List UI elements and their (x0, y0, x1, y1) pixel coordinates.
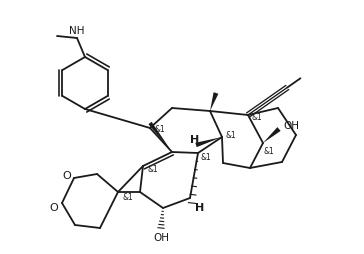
Text: OH: OH (153, 233, 169, 243)
Polygon shape (210, 92, 218, 111)
Text: O: O (63, 171, 71, 181)
Text: H: H (195, 203, 205, 213)
Text: &1: &1 (252, 113, 262, 121)
Polygon shape (195, 137, 222, 147)
Text: NH: NH (69, 26, 85, 36)
Polygon shape (149, 122, 172, 152)
Text: &1: &1 (201, 153, 211, 163)
Polygon shape (263, 127, 281, 143)
Text: H: H (190, 135, 199, 145)
Text: &1: &1 (226, 131, 236, 139)
Text: &1: &1 (155, 125, 165, 135)
Text: &1: &1 (123, 193, 133, 201)
Text: &1: &1 (148, 165, 158, 173)
Text: OH: OH (283, 121, 299, 131)
Text: O: O (50, 203, 58, 213)
Text: &1: &1 (264, 147, 274, 155)
